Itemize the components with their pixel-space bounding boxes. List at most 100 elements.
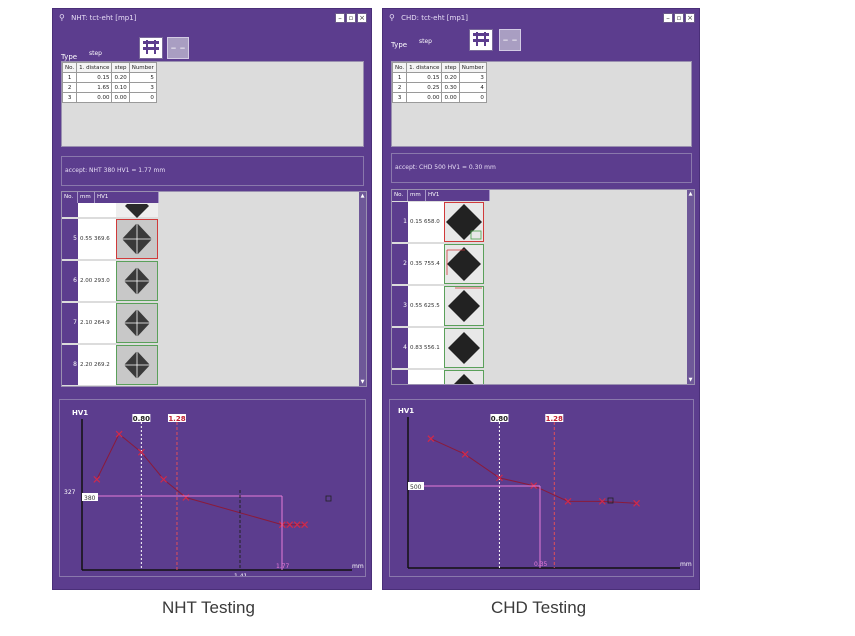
table-row[interactable]: 2 1.65 0.10 3 <box>61 82 157 93</box>
y-threshold-label: 327 <box>64 489 76 496</box>
list-item[interactable] <box>62 194 158 218</box>
indent-no: 6 <box>62 261 78 301</box>
cell[interactable]: 3 <box>128 82 157 93</box>
chd-caption: CHD Testing <box>491 598 587 617</box>
list-item[interactable]: 2 0.35 755.4 <box>392 244 484 284</box>
cell[interactable]: 5 <box>128 72 157 83</box>
nht-indent-list: No. mm HV1 5 0.55 369.6 6 2.00 293.0 <box>61 191 367 387</box>
indent-value <box>408 370 444 384</box>
maximize-button[interactable]: ▫ <box>346 13 356 23</box>
scroll-down-icon[interactable]: ▼ <box>360 379 365 385</box>
cell[interactable]: 0.30 <box>441 82 460 93</box>
table-row[interactable]: 1 0.15 0.20 5 <box>61 72 157 83</box>
table-row[interactable]: 3 0.00 0.00 0 <box>391 92 487 103</box>
type-value[interactable]: step <box>89 50 102 57</box>
nht-step-table-panel: No. 1. distance step Number 1 0.15 0.20 … <box>61 61 364 147</box>
indent-image[interactable] <box>444 244 484 284</box>
dash-tool-button[interactable]: – – <box>499 29 521 51</box>
table-row[interactable]: 2 0.25 0.30 4 <box>391 82 487 93</box>
data-point <box>427 435 435 443</box>
scroll-up-icon[interactable]: ▲ <box>688 191 693 197</box>
cell[interactable]: 0.00 <box>111 92 130 103</box>
type-value[interactable]: step <box>419 38 432 45</box>
cell[interactable]: 0.15 <box>76 72 113 83</box>
maximize-button[interactable]: ▫ <box>674 13 684 23</box>
cell[interactable]: 1.65 <box>76 82 113 93</box>
cell[interactable]: 3 <box>458 72 487 83</box>
minimize-button[interactable]: – <box>335 13 345 23</box>
indent-value: 0.55 369.6 <box>78 219 116 259</box>
list-item[interactable]: 4 0.83 556.1 <box>392 328 484 368</box>
list-item[interactable]: 5 0.55 369.6 <box>62 219 158 259</box>
nht-step-table: No. 1. distance step Number 1 0.15 0.20 … <box>61 62 157 103</box>
cell[interactable]: 0.00 <box>76 92 113 103</box>
chd-titlebar: ⚲ CHD: tct-eht [mp1] <box>383 9 699 27</box>
indent-no <box>392 370 408 384</box>
list-item[interactable]: 3 0.55 625.5 <box>392 286 484 326</box>
indent-col-no: No. <box>392 190 408 201</box>
nht-window: ⚲ NHT: tct-eht [mp1] – ▫ × Type step – –… <box>52 8 372 590</box>
close-button[interactable]: × <box>685 13 695 23</box>
cell[interactable]: 0.20 <box>111 72 130 83</box>
cell[interactable]: 0 <box>128 92 157 103</box>
indent-value: 0.35 755.4 <box>408 244 444 284</box>
indent-image[interactable] <box>444 202 484 242</box>
chd-window-controls: – ▫ × <box>663 13 695 23</box>
list-item[interactable]: 7 2.10 264.9 <box>62 303 158 343</box>
chd-window-title: CHD: tct-eht [mp1] <box>401 14 468 22</box>
step-grid-tool-button[interactable] <box>139 37 163 59</box>
col-no: No. <box>391 62 408 73</box>
data-point <box>160 475 168 483</box>
step-grid-tool-button[interactable] <box>469 29 493 51</box>
indent-image[interactable] <box>116 194 158 218</box>
data-point <box>115 430 123 438</box>
dash-tool-button[interactable]: – – <box>167 37 189 59</box>
table-row[interactable]: 1 0.15 0.20 3 <box>391 72 487 83</box>
pin-icon[interactable]: ⚲ <box>59 13 65 22</box>
pin-icon[interactable]: ⚲ <box>389 13 395 22</box>
cell[interactable]: 0 <box>458 92 487 103</box>
cell[interactable]: 0.25 <box>406 82 443 93</box>
cell[interactable]: 3 <box>391 92 408 103</box>
hardness-box <box>408 482 424 490</box>
dash-icon: – – <box>170 41 186 54</box>
list-item[interactable]: 6 2.00 293.0 <box>62 261 158 301</box>
close-button[interactable]: × <box>357 13 367 23</box>
chd-window: ⚲ CHD: tct-eht [mp1] – ▫ × Type step – –… <box>382 8 700 590</box>
list-item[interactable]: 8 2.20 269.2 <box>62 345 158 385</box>
indent-image[interactable] <box>444 286 484 326</box>
indent-col-mm: mm <box>78 192 95 203</box>
minimize-button[interactable]: – <box>663 13 673 23</box>
white-line-label: 0.80 <box>491 415 508 423</box>
indent-image[interactable] <box>444 370 484 384</box>
indent-image[interactable] <box>116 261 158 301</box>
indent-col-mm: mm <box>408 190 426 201</box>
indent-image[interactable] <box>444 328 484 368</box>
cell[interactable]: 0.00 <box>441 92 460 103</box>
cell[interactable]: 0.15 <box>406 72 443 83</box>
indent-image[interactable] <box>116 219 158 259</box>
cell[interactable]: 3 <box>61 92 78 103</box>
scroll-up-icon[interactable]: ▲ <box>360 193 365 199</box>
cell[interactable]: 0.20 <box>441 72 460 83</box>
cell[interactable]: 1 <box>61 72 78 83</box>
indent-list-scrollbar[interactable]: ▲ ▼ <box>359 192 366 386</box>
table-row[interactable]: 3 0.00 0.00 0 <box>61 92 157 103</box>
scroll-down-icon[interactable]: ▼ <box>688 377 693 383</box>
cell[interactable]: 4 <box>458 82 487 93</box>
list-item[interactable]: 1 0.15 658.0 <box>392 202 484 242</box>
cell[interactable]: 1 <box>391 72 408 83</box>
indent-list-scrollbar[interactable]: ▲ ▼ <box>687 190 694 384</box>
list-item[interactable] <box>392 370 484 384</box>
end-marker <box>325 495 332 502</box>
col-step: step <box>441 62 460 73</box>
cell[interactable]: 2 <box>61 82 78 93</box>
cell[interactable]: 0.00 <box>406 92 443 103</box>
cell[interactable]: 0.10 <box>111 82 130 93</box>
cell[interactable]: 2 <box>391 82 408 93</box>
indent-image[interactable] <box>116 303 158 343</box>
indent-value: 2.00 293.0 <box>78 261 116 301</box>
dash-icon: – – <box>502 33 518 46</box>
data-point <box>93 475 101 483</box>
indent-image[interactable] <box>116 345 158 385</box>
